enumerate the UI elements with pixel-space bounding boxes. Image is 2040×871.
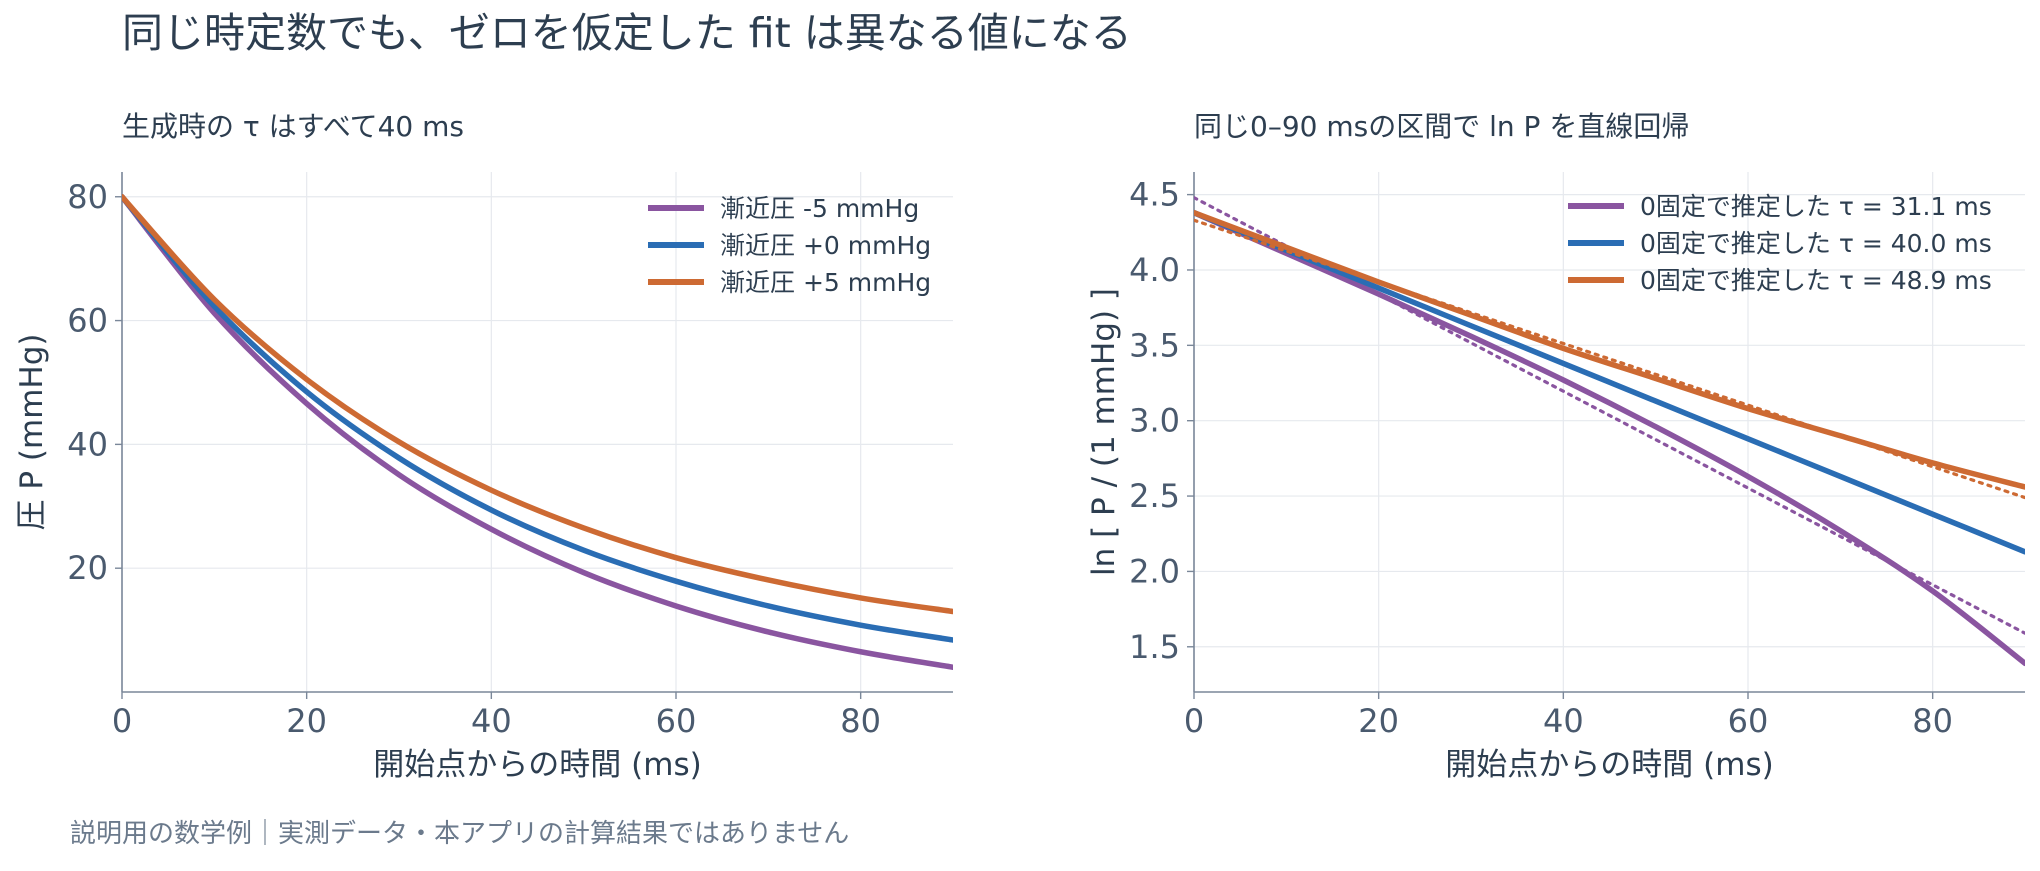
series-line-2 xyxy=(122,194,953,615)
y-tick-label: 60 xyxy=(67,302,108,340)
y-tick-label: 20 xyxy=(67,549,108,587)
chart-title: 同じ0–90 msの区間で ln P を直線回帰 xyxy=(1194,110,1689,143)
series-line-0 xyxy=(1194,209,2025,667)
y-tick-label: 4.5 xyxy=(1129,176,1180,214)
y-tick-label: 3.5 xyxy=(1129,326,1180,364)
y-tick-label: 3.0 xyxy=(1129,402,1180,440)
x-tick-label: 20 xyxy=(286,702,327,740)
legend-label-1: 0固定で推定した τ = 40.0 ms xyxy=(1640,229,1992,258)
chart-left: 0 20 40 60 80 20 40 60 80 生成時の τ はすべて40 ms 開始点からの時… xyxy=(14,110,953,783)
legend-label-2: 0固定で推定した τ = 48.9 ms xyxy=(1640,266,1992,295)
chart-right: 0 20 40 60 80 1.5 2.0 2.5 3.0 3.5 4.0 4.5 同じ0–90 msの… xyxy=(1086,110,2025,783)
x-tick-label: 80 xyxy=(840,702,881,740)
x-tick-label: 0 xyxy=(112,702,132,740)
x-tick-label: 40 xyxy=(1543,702,1584,740)
x-tick-label: 60 xyxy=(656,702,697,740)
y-tick-label: 40 xyxy=(67,425,108,463)
x-tick-label: 60 xyxy=(1728,702,1769,740)
y-tick-label: 2.5 xyxy=(1129,477,1180,515)
legend-label-2: 漸近圧 +5 mmHg xyxy=(720,268,931,297)
y-tick-label: 4.0 xyxy=(1129,251,1180,289)
y-tick-label: 2.0 xyxy=(1129,552,1180,590)
figure-title: 同じ時定数でも、ゼロを仮定した fit は異なる値になる xyxy=(122,9,1132,57)
y-axis-label: ln [ P / (1 mmHg) ] xyxy=(1086,288,1122,576)
x-tick-label: 80 xyxy=(1912,702,1953,740)
footnote: 説明用の数学例｜実測データ・本アプリの計算結果ではありません xyxy=(70,819,849,849)
series-line-2 xyxy=(1194,209,2025,490)
x-tick-label: 0 xyxy=(1184,702,1204,740)
legend-label-0: 漸近圧 -5 mmHg xyxy=(720,194,919,223)
x-axis-label: 開始点からの時間 (ms) xyxy=(1445,747,1773,783)
series-line-0 xyxy=(122,194,953,670)
y-tick-label: 1.5 xyxy=(1129,628,1180,666)
y-axis-label: 圧 P (mmHg) xyxy=(14,334,50,531)
series-line-1 xyxy=(122,194,953,643)
x-axis-label: 開始点からの時間 (ms) xyxy=(373,747,701,783)
legend-label-1: 漸近圧 +0 mmHg xyxy=(720,231,931,260)
chart-title: 生成時の τ はすべて40 ms xyxy=(122,110,464,143)
x-tick-label: 20 xyxy=(1358,702,1399,740)
y-tick-label: 80 xyxy=(67,178,108,216)
x-tick-label: 40 xyxy=(471,702,512,740)
series-line-1 xyxy=(1194,209,2025,555)
legend-label-0: 0固定で推定した τ = 31.1 ms xyxy=(1640,192,1992,221)
